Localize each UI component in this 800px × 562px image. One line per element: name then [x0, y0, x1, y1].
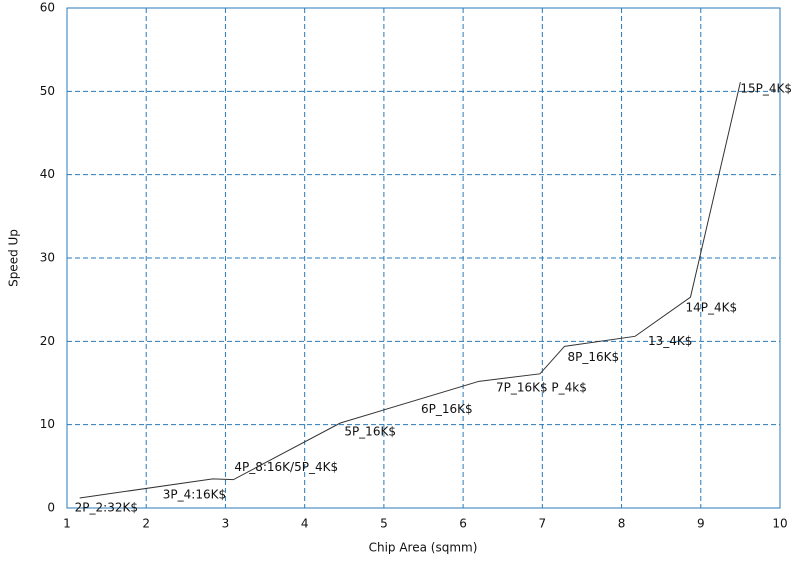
x-tick-label: 1 [63, 517, 71, 531]
x-tick-label: 10 [772, 517, 787, 531]
point-label: 4P_8:16K/5P_4K$ [234, 460, 338, 474]
point-label: 2P_2:32K$ [75, 501, 138, 515]
point-label: 6P_16K$ [421, 402, 473, 416]
point-label: 3P_4:16K$ [163, 487, 226, 501]
point-label: 8P_16K$ [568, 350, 620, 364]
y-tick-label: 50 [40, 84, 55, 98]
x-tick-label: 3 [222, 517, 230, 531]
y-tick-label: 30 [40, 251, 55, 265]
x-tick-label: 5 [380, 517, 388, 531]
point-label: 14P_4K$ [685, 301, 737, 315]
plot-frame [66, 7, 781, 509]
y-tick-label: 60 [40, 1, 55, 15]
data-line [79, 82, 741, 499]
x-tick-label: 8 [618, 517, 626, 531]
point-label: 5P_16K$ [344, 425, 396, 439]
y-axis-label: Speed Up [7, 229, 21, 287]
x-axis-label: Chip Area (sqmm) [369, 541, 478, 555]
point-label: 7P_16K$ P_4k$ [496, 380, 587, 394]
x-tick-label: 4 [301, 517, 309, 531]
point-label: 13_4K$ [648, 334, 692, 348]
x-tick-label: 6 [459, 517, 467, 531]
y-tick-label: 10 [40, 417, 55, 431]
point-label: 15P_4K$ [740, 82, 792, 96]
x-tick-label: 9 [697, 517, 705, 531]
y-tick-label: 20 [40, 334, 55, 348]
x-tick-label: 2 [142, 517, 150, 531]
y-tick-label: 0 [47, 501, 55, 515]
y-tick-label: 40 [40, 167, 55, 181]
x-tick-label: 7 [539, 517, 547, 531]
